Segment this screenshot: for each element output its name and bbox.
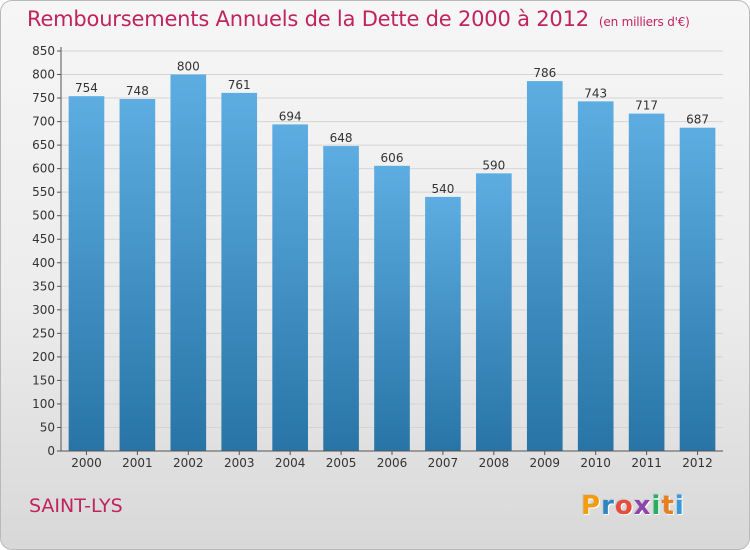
data-label-2004: 694 [279, 109, 302, 123]
y-tick-label: 550 [32, 185, 55, 199]
y-tick-label: 50 [40, 420, 55, 434]
bar-2011 [628, 113, 665, 452]
logo-letter: P [581, 491, 602, 521]
logo-letter: r [601, 491, 615, 521]
chart-title: Remboursements Annuels de la Dette de 20… [27, 7, 690, 31]
data-labels: 754 748 800 761 694 648 606 540 590 786 743 717 687 [75, 60, 709, 196]
x-tick-label-2010: 2010 [580, 456, 611, 470]
y-tick-label: 0 [47, 444, 55, 458]
y-axis-ticks: 0 50 100 150 200 250 300 350 400 450 500 550 600 650 7… [32, 44, 61, 458]
proxiti-logo: Proxiti [581, 491, 685, 521]
bar-2010 [577, 101, 614, 452]
bar-2012 [679, 127, 716, 452]
y-tick-label: 300 [32, 303, 55, 317]
x-tick-label-2001: 2001 [122, 456, 153, 470]
bar-2005 [323, 146, 359, 451]
data-label-2009: 786 [533, 66, 556, 80]
x-tick-label-2006: 2006 [377, 456, 408, 470]
data-label-2002: 800 [177, 60, 200, 74]
bar-2000 [68, 96, 105, 452]
y-tick-label: 150 [32, 373, 55, 387]
y-tick-label: 750 [32, 91, 55, 105]
y-tick-label: 500 [32, 209, 55, 223]
data-label-2003: 761 [228, 78, 251, 92]
bar-2006 [374, 165, 410, 451]
x-tick-label-2011: 2011 [631, 456, 662, 470]
commune-name: SAINT-LYS [29, 495, 123, 517]
x-tick-label-2004: 2004 [275, 456, 306, 470]
y-tick-label: 400 [32, 256, 55, 270]
data-label-2005: 648 [330, 131, 353, 145]
bar-2007 [425, 196, 461, 451]
x-axis-ticks: 2000 2001 2002 2003 2004 2005 2006 2007 2008 2009… [71, 451, 713, 470]
bars [68, 74, 716, 452]
y-tick-label: 450 [32, 232, 55, 246]
y-tick-label: 650 [32, 138, 55, 152]
chart-title-text: Remboursements Annuels de la Dette de 20… [27, 7, 589, 31]
chart-unit: (en milliers d'€) [598, 15, 690, 29]
bar-2008 [476, 173, 512, 451]
logo-letter: t [661, 491, 675, 521]
data-label-2001: 748 [126, 84, 149, 98]
y-tick-label: 700 [32, 115, 55, 129]
logo-letter: i [651, 491, 662, 521]
bar-2004 [272, 124, 308, 451]
x-tick-label-2002: 2002 [173, 456, 204, 470]
data-label-2006: 606 [381, 151, 404, 165]
data-label-2012: 687 [686, 113, 709, 127]
data-label-2000: 754 [75, 81, 98, 95]
bar-2001 [119, 99, 156, 451]
bar-2009 [526, 81, 563, 451]
y-tick-label: 200 [32, 350, 55, 364]
x-tick-label-2000: 2000 [71, 456, 102, 470]
x-tick-label-2012: 2012 [682, 456, 713, 470]
x-tick-label-2007: 2007 [428, 456, 459, 470]
data-label-2010: 743 [584, 86, 607, 100]
data-label-2008: 590 [482, 158, 505, 172]
axes [60, 47, 723, 452]
x-tick-label-2003: 2003 [224, 456, 255, 470]
y-tick-label: 850 [32, 44, 55, 58]
y-tick-label: 350 [32, 279, 55, 293]
x-tick-label-2009: 2009 [529, 456, 560, 470]
data-label-2007: 540 [431, 182, 454, 196]
x-tick-label-2005: 2005 [326, 456, 357, 470]
logo-letter: i [674, 491, 685, 521]
bar-2002 [170, 74, 207, 451]
logo-letter: x [633, 491, 652, 521]
y-tick-label: 250 [32, 326, 55, 340]
logo-letter: o [614, 491, 634, 521]
y-tick-label: 100 [32, 397, 55, 411]
data-label-2011: 717 [635, 99, 658, 113]
x-tick-label-2008: 2008 [479, 456, 510, 470]
y-tick-label: 800 [32, 68, 55, 82]
y-tick-label: 600 [32, 162, 55, 176]
bar-2003 [221, 92, 258, 451]
